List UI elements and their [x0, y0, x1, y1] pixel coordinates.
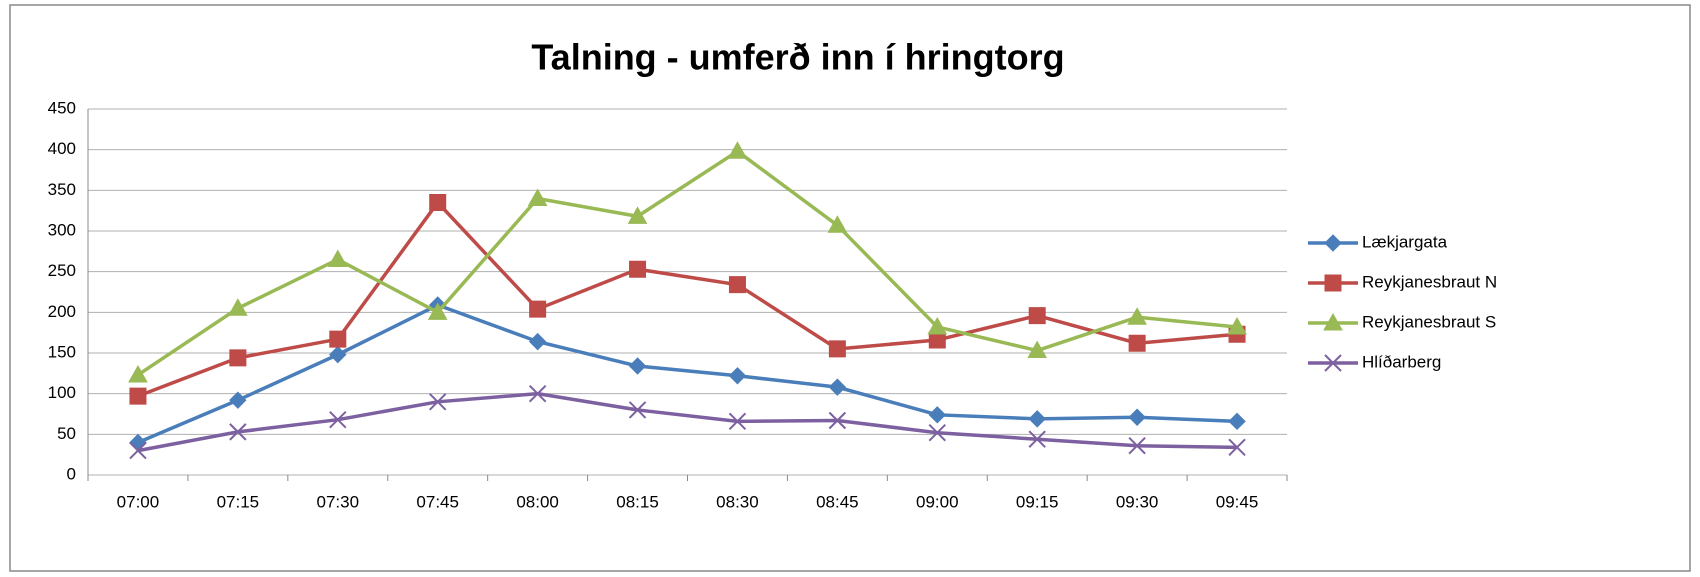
marker	[628, 401, 647, 419]
marker	[828, 378, 847, 396]
y-tick-label: 150	[48, 342, 76, 361]
x-tick-label: 07:45	[416, 492, 459, 511]
marker	[1128, 408, 1146, 426]
marker	[527, 188, 548, 206]
marker	[1028, 307, 1046, 325]
x-tick-label: 07:00	[117, 492, 160, 511]
marker	[1323, 312, 1343, 331]
marker	[429, 393, 447, 411]
marker	[1127, 307, 1147, 325]
marker	[1128, 437, 1146, 455]
y-tick-label: 50	[57, 424, 76, 443]
marker	[827, 215, 848, 233]
x-tick-label: 08:15	[616, 492, 659, 511]
marker	[229, 391, 247, 409]
legend-label: Lækjargata	[1362, 232, 1448, 251]
marker	[129, 387, 147, 405]
x-tick-label: 07:30	[317, 492, 360, 511]
marker	[828, 411, 847, 430]
marker	[1324, 354, 1342, 372]
marker	[327, 249, 348, 267]
y-tick-label: 200	[48, 302, 76, 321]
marker	[528, 332, 547, 351]
y-tick-label: 0	[67, 464, 76, 483]
marker	[528, 384, 547, 403]
series-line	[136, 149, 1238, 377]
marker	[427, 302, 448, 320]
marker	[727, 141, 748, 159]
marker	[128, 364, 148, 383]
marker	[229, 349, 247, 367]
marker	[828, 340, 846, 358]
marker	[1228, 412, 1246, 431]
marker	[1324, 234, 1342, 252]
marker	[1028, 430, 1046, 448]
marker	[329, 330, 347, 348]
series-line	[137, 199, 1238, 398]
legend-label: Hlíðarberg	[1362, 352, 1441, 371]
marker	[229, 423, 247, 441]
marker	[728, 276, 746, 294]
marker	[1128, 334, 1146, 352]
marker	[529, 300, 547, 318]
y-tick-label: 100	[48, 383, 76, 402]
x-tick-label: 07:15	[217, 492, 260, 511]
marker	[928, 406, 946, 424]
x-tick-label: 09:15	[1016, 492, 1059, 511]
marker	[927, 316, 948, 335]
marker	[928, 423, 946, 442]
series-line	[137, 391, 1238, 453]
series-line	[137, 303, 1238, 445]
chart-frame	[9, 4, 1691, 572]
marker	[329, 410, 347, 429]
marker	[329, 345, 347, 364]
marker	[728, 367, 747, 385]
x-tick-label: 09:30	[1116, 492, 1159, 511]
marker	[228, 298, 248, 316]
x-tick-label: 08:30	[716, 492, 759, 511]
legend-label: Reykjanesbraut S	[1362, 312, 1496, 331]
marker	[1027, 340, 1048, 359]
marker	[1228, 438, 1246, 457]
marker	[1324, 274, 1342, 292]
y-tick-label: 450	[48, 98, 76, 117]
marker	[1028, 410, 1046, 428]
x-tick-label: 08:00	[516, 492, 559, 511]
marker	[728, 412, 747, 431]
marker	[627, 206, 648, 224]
marker	[1227, 316, 1247, 335]
marker	[129, 441, 147, 460]
y-tick-label: 250	[48, 261, 76, 280]
y-tick-label: 400	[48, 139, 76, 158]
x-tick-label: 08:45	[816, 492, 859, 511]
x-tick-label: 09:45	[1216, 492, 1259, 511]
marker	[629, 260, 647, 278]
marker	[628, 357, 647, 375]
y-tick-label: 300	[48, 220, 76, 239]
marker	[429, 194, 447, 212]
y-tick-label: 350	[48, 180, 76, 199]
x-tick-label: 09:00	[916, 492, 959, 511]
legend-label: Reykjanesbraut N	[1362, 272, 1497, 291]
chart-title: Talning - umferð inn í hringtorg	[531, 37, 1064, 78]
